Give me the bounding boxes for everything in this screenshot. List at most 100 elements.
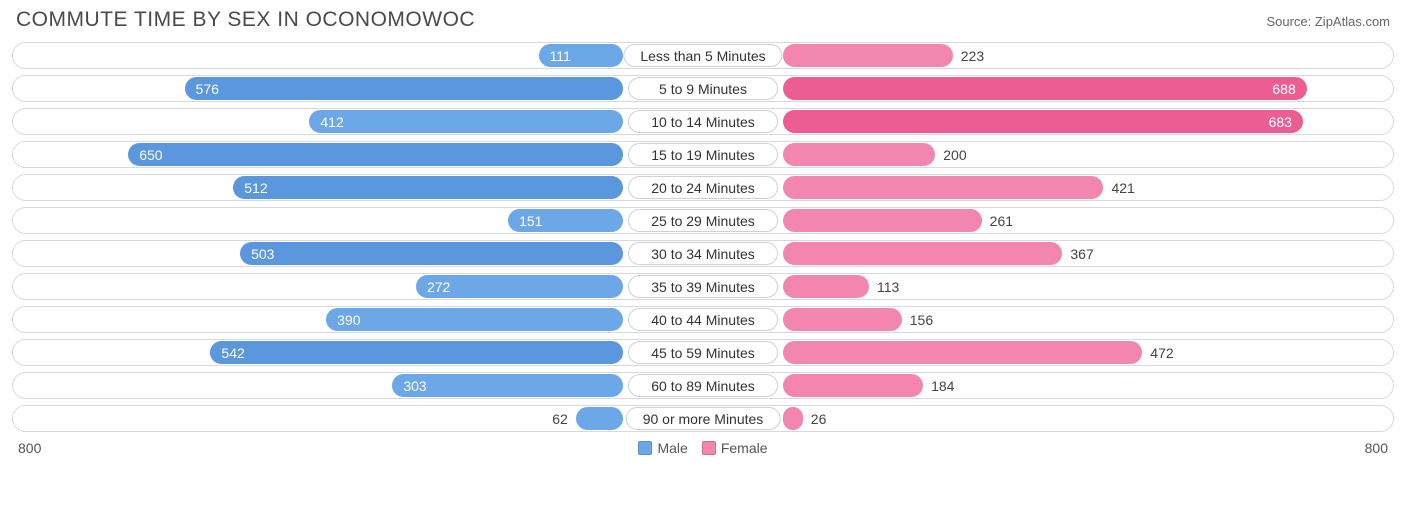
female-value: 688 [1262, 81, 1305, 97]
male-value: 303 [393, 378, 436, 394]
female-half: 472 [703, 339, 1392, 366]
chart-row: 622690 or more Minutes [12, 405, 1394, 432]
chart-row: 503 367 30 to 34 Minutes [12, 240, 1394, 267]
male-half: 512 [14, 174, 703, 201]
female-half: 113 [703, 273, 1392, 300]
male-value: 576 [186, 81, 229, 97]
male-half: 62 [14, 405, 703, 432]
male-half: 272 [14, 273, 703, 300]
axis-max-left: 800 [18, 440, 41, 456]
chart-row: 111 223 Less than 5 Minutes [12, 42, 1394, 69]
diverging-bar-chart: 111 223 Less than 5 Minutes 576 688 5 to 9 Mi… [12, 42, 1394, 432]
female-bar [783, 44, 953, 67]
male-value: 542 [211, 345, 254, 361]
female-bar [783, 242, 1062, 265]
female-bar [783, 176, 1103, 199]
male-half: 576 [14, 75, 703, 102]
male-bar [576, 407, 623, 430]
female-bar [783, 407, 803, 430]
male-bar: 503 [240, 242, 623, 265]
male-half: 390 [14, 306, 703, 333]
female-half: 26 [703, 405, 1392, 432]
male-value: 151 [509, 213, 552, 229]
male-bar: 272 [416, 275, 623, 298]
male-swatch-icon [638, 441, 652, 455]
category-label: 20 to 24 Minutes [628, 176, 778, 199]
male-bar: 542 [210, 341, 623, 364]
female-bar [783, 341, 1142, 364]
female-half: 156 [703, 306, 1392, 333]
female-half: 688 [703, 75, 1392, 102]
female-value: 367 [1062, 246, 1101, 262]
female-value: 184 [923, 378, 962, 394]
category-label: Less than 5 Minutes [623, 44, 782, 67]
chart-source: Source: ZipAtlas.com [1266, 14, 1390, 29]
category-label: 45 to 59 Minutes [628, 341, 778, 364]
male-half: 303 [14, 372, 703, 399]
male-value: 272 [417, 279, 460, 295]
female-bar [783, 275, 869, 298]
chart-footer: 800 Male Female 800 [12, 438, 1394, 456]
female-value: 472 [1142, 345, 1181, 361]
category-label: 60 to 89 Minutes [628, 374, 778, 397]
female-half: 261 [703, 207, 1392, 234]
male-bar: 390 [326, 308, 623, 331]
female-half: 421 [703, 174, 1392, 201]
female-half: 367 [703, 240, 1392, 267]
chart-row: 512 421 20 to 24 Minutes [12, 174, 1394, 201]
chart-row: 412 683 10 to 14 Minutes [12, 108, 1394, 135]
category-label: 30 to 34 Minutes [628, 242, 778, 265]
male-bar: 303 [392, 374, 623, 397]
chart-row: 650 200 15 to 19 Minutes [12, 141, 1394, 168]
chart-row: 151 261 25 to 29 Minutes [12, 207, 1394, 234]
female-value: 26 [803, 411, 835, 427]
female-bar: 688 [783, 77, 1307, 100]
male-value: 62 [544, 411, 576, 427]
chart-row: 303 184 60 to 89 Minutes [12, 372, 1394, 399]
male-value: 650 [129, 147, 172, 163]
chart-title: COMMUTE TIME BY SEX IN OCONOMOWOC [16, 8, 475, 32]
female-value: 223 [953, 48, 992, 64]
legend-item-male: Male [638, 440, 687, 456]
male-value: 412 [310, 114, 353, 130]
chart-header: COMMUTE TIME BY SEX IN OCONOMOWOC Source… [12, 8, 1394, 32]
category-label: 40 to 44 Minutes [628, 308, 778, 331]
male-half: 542 [14, 339, 703, 366]
male-half: 151 [14, 207, 703, 234]
legend: Male Female [638, 440, 767, 456]
male-bar: 576 [185, 77, 623, 100]
female-value: 261 [982, 213, 1021, 229]
female-value: 421 [1103, 180, 1142, 196]
male-bar: 111 [539, 44, 623, 67]
male-value: 111 [540, 48, 581, 64]
chart-row: 27211335 to 39 Minutes [12, 273, 1394, 300]
male-bar: 512 [233, 176, 623, 199]
category-label: 5 to 9 Minutes [628, 77, 778, 100]
female-bar [783, 209, 982, 232]
female-bar [783, 143, 935, 166]
male-value: 503 [241, 246, 284, 262]
chart-row: 576 688 5 to 9 Minutes [12, 75, 1394, 102]
male-bar: 650 [128, 143, 623, 166]
male-half: 111 [14, 42, 703, 69]
female-bar [783, 308, 902, 331]
female-bar [783, 374, 923, 397]
legend-female-label: Female [721, 440, 768, 456]
male-half: 412 [14, 108, 703, 135]
axis-max-right: 800 [1365, 440, 1388, 456]
female-value: 200 [935, 147, 974, 163]
female-swatch-icon [702, 441, 716, 455]
category-label: 10 to 14 Minutes [628, 110, 778, 133]
male-bar: 412 [309, 110, 623, 133]
female-half: 184 [703, 372, 1392, 399]
female-half: 200 [703, 141, 1392, 168]
male-half: 503 [14, 240, 703, 267]
category-label: 25 to 29 Minutes [628, 209, 778, 232]
male-bar: 151 [508, 209, 623, 232]
category-label: 15 to 19 Minutes [628, 143, 778, 166]
female-value: 683 [1259, 114, 1302, 130]
female-bar: 683 [783, 110, 1303, 133]
female-half: 683 [703, 108, 1392, 135]
female-half: 223 [703, 42, 1392, 69]
male-half: 650 [14, 141, 703, 168]
